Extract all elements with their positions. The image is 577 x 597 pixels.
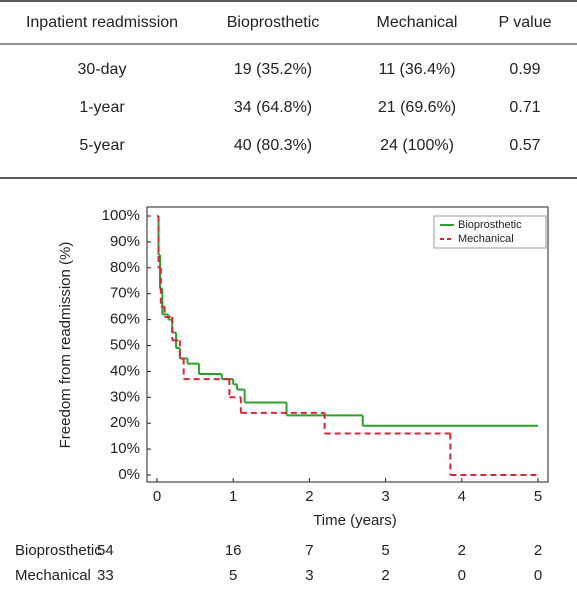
table-header-cell: Mechanical (377, 14, 458, 31)
risk-value: 3 (305, 567, 313, 584)
chart: 0% 10% 20% 30% 40% 50% 60% 70% 80% 90% 100% 0 1 2 3 4 5 B… (102, 206, 549, 505)
table-header-cell: P value (498, 14, 551, 31)
risk-value: 16 (225, 542, 242, 559)
risk-value: 7 (305, 542, 313, 559)
risk-value: 0 (534, 567, 542, 584)
y-tick-label: 80% (110, 259, 140, 276)
table-cell: 21 (69.6%) (378, 99, 456, 116)
risk-value: 2 (534, 542, 542, 559)
risk-value: 5 (229, 567, 237, 584)
risk-row-label: Mechanical (15, 567, 91, 584)
y-tick-label: 100% (102, 207, 140, 224)
y-tick-label: 90% (110, 233, 140, 250)
plot-frame (146, 206, 549, 483)
y-tick-label: 10% (110, 440, 140, 457)
legend-label: Mechanical (458, 233, 514, 245)
x-tick-label: 4 (458, 488, 466, 505)
y-tick-label: 60% (110, 311, 140, 328)
table-header-cell: Bioprosthetic (227, 14, 320, 31)
table-cell: 24 (100%) (380, 137, 454, 154)
table-cell: 1-year (79, 99, 125, 116)
y-tick-label: 20% (110, 414, 140, 431)
x-tick-label: 5 (534, 488, 542, 505)
legend-box (433, 215, 547, 249)
table-cell: 40 (80.3%) (234, 137, 312, 154)
table-cell: 30-day (78, 61, 127, 78)
table-cell: 0.99 (509, 61, 540, 78)
y-tick-label: 30% (110, 388, 140, 405)
y-tick-label: 40% (110, 362, 140, 379)
legend-label: Bioprosthetic (458, 219, 522, 231)
x-tick-label: 2 (305, 488, 313, 505)
table-cell: 11 (36.4%) (378, 61, 455, 78)
table-cell: 0.57 (509, 137, 540, 154)
x-tick-label: 3 (381, 488, 389, 505)
x-tick-label: 0 (153, 488, 161, 505)
y-tick-label: 70% (110, 285, 140, 302)
table-cell: 0.71 (509, 99, 540, 116)
x-axis-title: Time (years) (313, 512, 397, 529)
risk-value: 5 (381, 542, 389, 559)
x-tick-label: 1 (229, 488, 237, 505)
table: Inpatient readmission Bioprosthetic Mechan… (0, 0, 577, 179)
risk-value: 54 (97, 542, 114, 559)
y-tick-label: 0% (118, 466, 140, 483)
table-cell: 5-year (79, 137, 125, 154)
risk-value: 2 (458, 542, 466, 559)
y-axis-title: Freedom from readmission (%) (57, 242, 74, 449)
y-tick-label: 50% (110, 336, 140, 353)
table-cell: 34 (64.8%) (234, 99, 312, 116)
risk-value: 2 (381, 567, 389, 584)
risk-row-label: Bioprosthetic (15, 542, 102, 559)
risk-value: 0 (458, 567, 466, 584)
table-cell: 19 (35.2%) (234, 61, 312, 78)
risk-value: 33 (97, 567, 114, 584)
table-header-cell: Inpatient readmission (26, 14, 178, 31)
